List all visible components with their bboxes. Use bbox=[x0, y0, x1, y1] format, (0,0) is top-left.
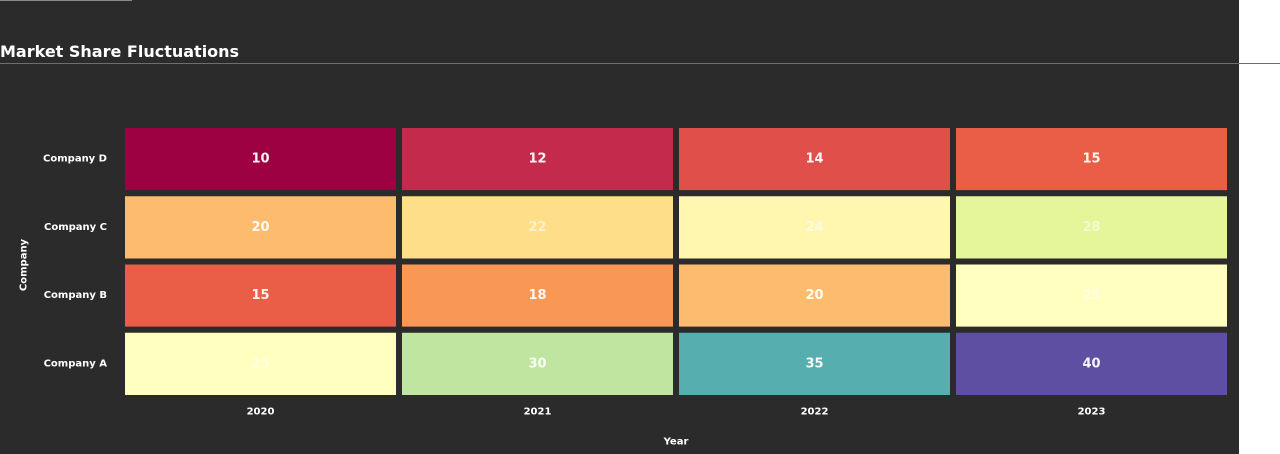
cell-value-label: 35 bbox=[805, 356, 823, 371]
top-divider bbox=[0, 0, 132, 1]
x-tick-label: 2023 bbox=[1078, 407, 1106, 418]
heatmap-cell bbox=[396, 258, 679, 333]
cell-value-label: 25 bbox=[1082, 288, 1100, 303]
x-tick-label: 2020 bbox=[247, 407, 275, 418]
y-tick-label: Company B bbox=[44, 290, 107, 301]
heatmap-cell bbox=[950, 258, 1233, 333]
cell-value-label: 20 bbox=[805, 288, 823, 303]
cell-value-label: 14 bbox=[805, 152, 823, 167]
cell-value-label: 24 bbox=[805, 220, 823, 235]
heatmap-cell bbox=[950, 326, 1233, 401]
page-title: Market Share Fluctuations bbox=[0, 42, 240, 61]
cell-value-label: 15 bbox=[1082, 152, 1100, 167]
y-tick-label: Company C bbox=[44, 222, 107, 233]
cell-value-label: 22 bbox=[528, 220, 546, 235]
x-tick-label: 2021 bbox=[524, 407, 552, 418]
heatmap-cell bbox=[950, 122, 1233, 197]
cell-value-label: 15 bbox=[251, 288, 269, 303]
x-tick-label: 2022 bbox=[801, 407, 829, 418]
heatmap-cell bbox=[950, 190, 1233, 265]
y-tick-label: Company D bbox=[43, 154, 107, 165]
cell-value-label: 10 bbox=[251, 152, 269, 167]
title-divider bbox=[0, 63, 1280, 64]
cell-value-label: 28 bbox=[1082, 220, 1100, 235]
cell-value-label: 12 bbox=[528, 152, 546, 167]
heatmap-cell bbox=[396, 326, 679, 401]
x-axis-title: Year bbox=[663, 437, 689, 448]
cell-value-label: 20 bbox=[251, 220, 269, 235]
heatmap-cell bbox=[119, 326, 402, 401]
cell-value-label: 30 bbox=[528, 356, 546, 371]
y-tick-label: Company A bbox=[44, 358, 108, 369]
cell-value-label: 40 bbox=[1082, 356, 1100, 371]
cell-value-label: 18 bbox=[528, 288, 546, 303]
cell-value-label: 25 bbox=[251, 356, 269, 371]
heatmap-cell bbox=[673, 326, 956, 401]
y-axis-title: Company bbox=[19, 238, 30, 291]
